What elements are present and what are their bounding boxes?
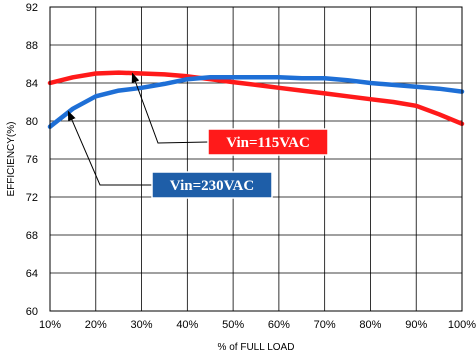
x-tick-label: 40% [176, 319, 198, 331]
callout-box-2 [151, 171, 273, 199]
x-tick-label: 90% [405, 319, 427, 331]
x-tick-label: 100% [448, 319, 476, 331]
x-tick-label: 20% [85, 319, 107, 331]
x-tick-label: 70% [314, 319, 336, 331]
y-tick-labels: 60 64 68 72 76 80 84 88 92 [26, 2, 38, 318]
x-tick-label: 80% [359, 319, 381, 331]
y-tick-label: 60 [26, 306, 38, 318]
y-tick-label: 92 [26, 2, 38, 14]
callout-arrow-1 [131, 72, 209, 144]
y-tick-label: 76 [26, 154, 38, 166]
series-line-1 [47, 70, 465, 127]
x-tick-label: 60% [268, 319, 290, 331]
y-tick-label: 64 [26, 268, 38, 280]
y-tick-label: 72 [26, 192, 38, 204]
callout-label-2: Vin=230VAC [170, 178, 254, 194]
series-line-2 [47, 75, 465, 129]
x-axis-label: % of FULL LOAD [218, 342, 295, 353]
callout-arrow-2 [67, 110, 152, 186]
series-lines [47, 70, 465, 129]
plot-frame [49, 6, 463, 312]
x-tick-label: 30% [131, 319, 153, 331]
x-tick-label: 50% [222, 319, 244, 331]
y-axis-label: EFFICIENCY(%) [6, 122, 17, 197]
callouts: Vin=115VAC Vin=230VAC [67, 72, 329, 199]
y-tick-label: 68 [26, 230, 38, 242]
callout-box-1 [207, 128, 329, 156]
x-tick-labels: 10% 20% 30% 40% 50% 60% 70% 80% 90% 100% [39, 319, 476, 331]
y-tick-label: 84 [26, 78, 38, 90]
y-tick-label: 88 [26, 40, 38, 52]
callout-label-1: Vin=115VAC [226, 135, 310, 151]
y-tick-label: 80 [26, 116, 38, 128]
x-tick-label: 10% [39, 319, 61, 331]
grid [49, 6, 463, 312]
